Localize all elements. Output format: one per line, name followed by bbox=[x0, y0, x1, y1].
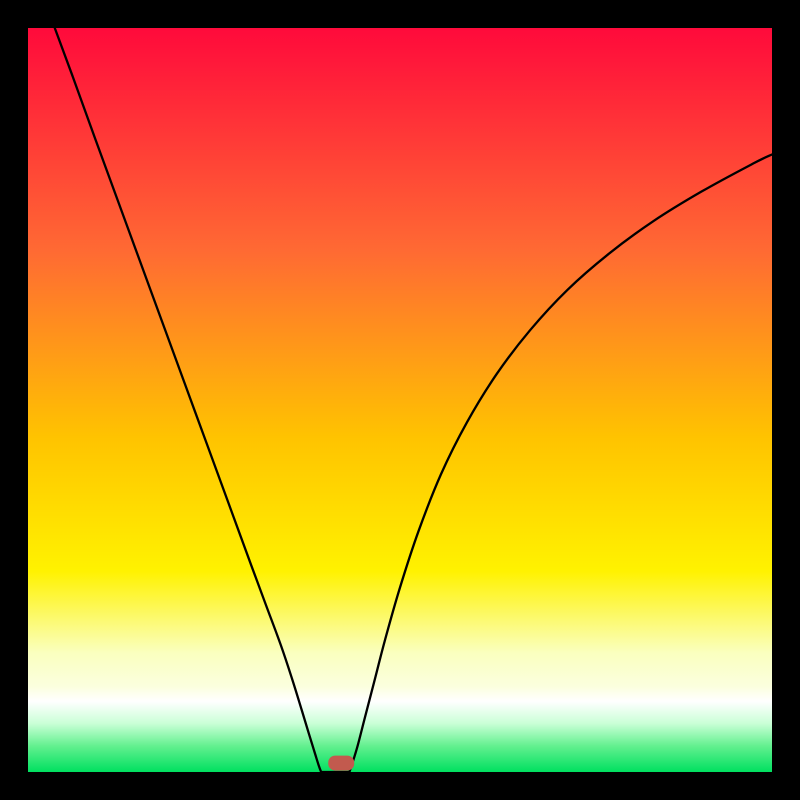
plot-background bbox=[28, 28, 772, 772]
optimum-marker bbox=[328, 756, 354, 771]
chart-frame: TheBottleneck.com bbox=[0, 0, 800, 800]
bottleneck-chart bbox=[0, 0, 800, 800]
